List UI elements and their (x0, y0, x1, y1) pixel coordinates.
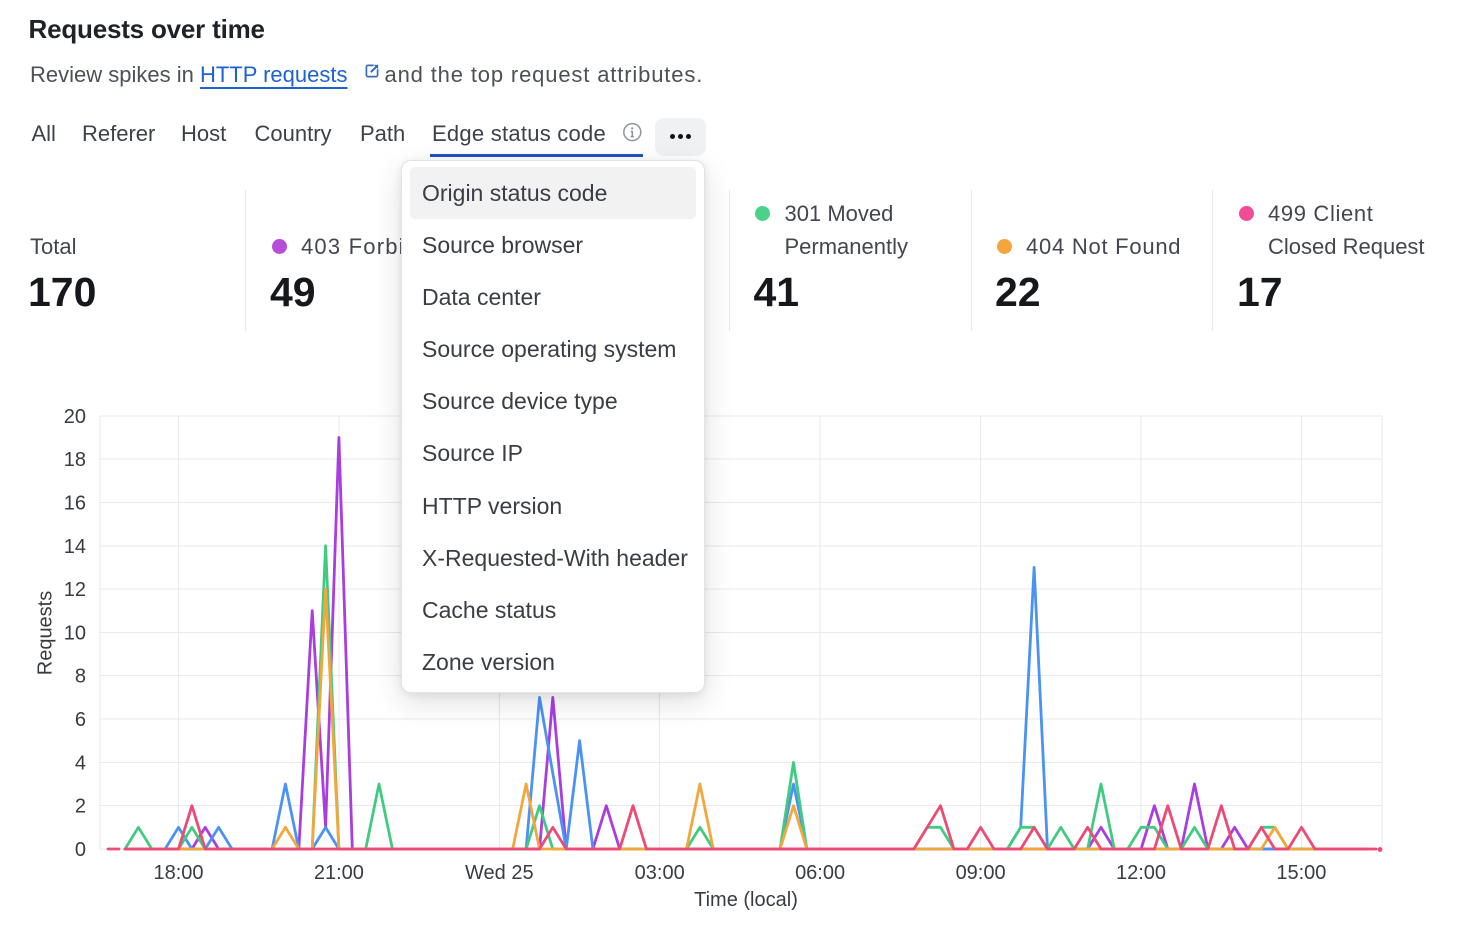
svg-text:06:00: 06:00 (795, 862, 845, 884)
svg-text:12:00: 12:00 (1116, 862, 1166, 884)
svg-text:4: 4 (75, 752, 86, 774)
svg-text:14: 14 (64, 536, 86, 558)
svg-text:21:00: 21:00 (314, 862, 364, 884)
svg-text:Time (local): Time (local) (694, 889, 798, 911)
svg-text:03:00: 03:00 (635, 862, 685, 884)
svg-text:0: 0 (75, 839, 86, 861)
svg-text:Requests: Requests (35, 591, 57, 676)
svg-text:16: 16 (64, 492, 86, 514)
svg-text:18:00: 18:00 (153, 862, 203, 884)
svg-text:09:00: 09:00 (956, 862, 1006, 884)
svg-text:2: 2 (75, 796, 86, 818)
svg-text:10: 10 (64, 622, 86, 644)
svg-text:18: 18 (64, 449, 86, 471)
svg-text:Wed 25: Wed 25 (465, 862, 534, 884)
svg-text:15:00: 15:00 (1276, 862, 1326, 884)
svg-text:12: 12 (64, 579, 86, 601)
svg-text:8: 8 (75, 666, 86, 688)
svg-text:20: 20 (64, 406, 86, 428)
svg-text:6: 6 (75, 709, 86, 731)
